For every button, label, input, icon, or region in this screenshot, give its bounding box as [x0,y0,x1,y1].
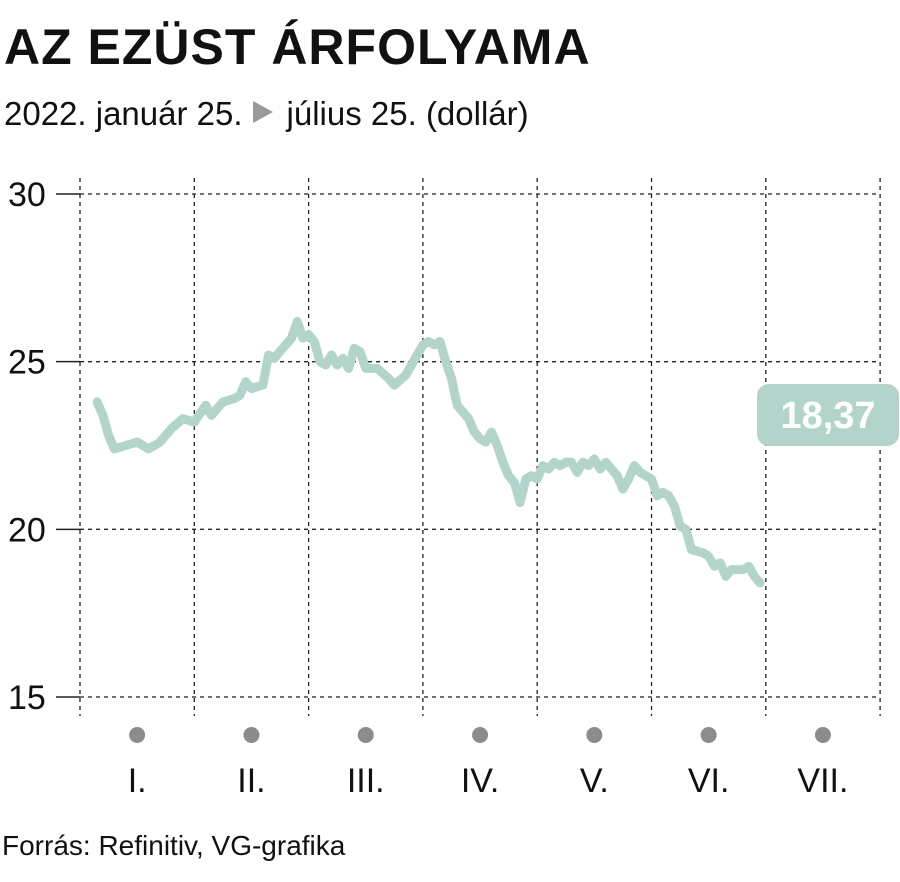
month-label: V. [580,762,609,800]
source-note: Forrás: Refinitiv, VG-grafika [2,830,346,861]
month-label: VII. [797,762,848,800]
month-dot [129,727,146,743]
last-value-label: 18,37 [780,395,875,437]
month-dot [357,727,374,743]
chart-subtitle: 2022. január 25. július 25. (dollár) [4,92,529,136]
month-dot [586,727,603,743]
month-label: IV. [461,762,499,800]
subtitle-end-date: július 25. (dollár) [286,95,529,132]
last-value-badge-box [757,384,899,446]
month-dot [472,727,489,743]
grid [79,178,881,716]
y-tick-label: 15 [8,679,46,717]
month-dot [243,727,260,743]
month-dot [700,727,717,743]
last-value-badge: 18,37 [757,384,899,446]
silver-price-line [92,316,765,588]
month-label: VI. [688,762,730,800]
y-tick-label: 25 [8,344,46,382]
month-label: III. [347,762,385,800]
month-label: II. [237,762,265,800]
series-layer [92,316,765,588]
chart-title: AZ EZÜST ÁRFOLYAMA [4,19,591,75]
month-label: I. [128,762,147,800]
subtitle-start-date: 2022. január 25. [4,95,243,132]
play-arrow-icon [252,101,273,123]
y-axis: 30 25 20 15 [8,176,80,717]
month-dot [814,727,831,743]
y-tick-label: 30 [8,176,46,214]
x-axis: I. II. III. IV. V. VI. VII. [128,727,848,800]
y-tick-label: 20 [8,511,46,549]
